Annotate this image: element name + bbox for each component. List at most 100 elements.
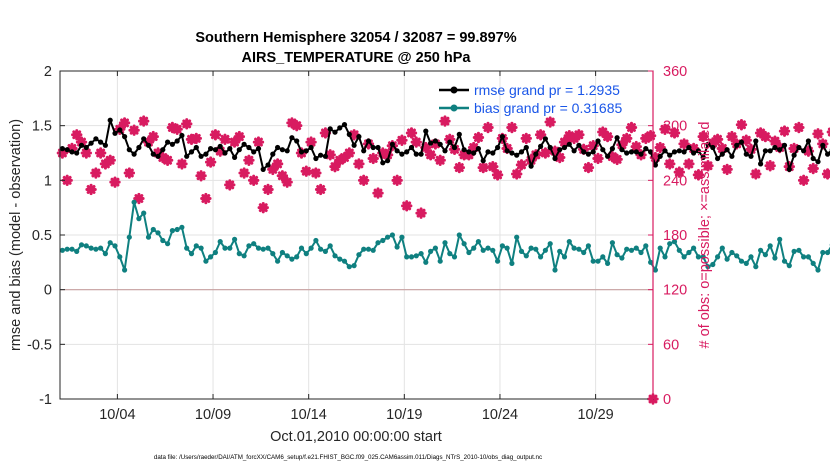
rmse-point — [375, 145, 380, 150]
rmse-point — [189, 149, 194, 154]
rmse-point — [825, 152, 830, 157]
obs-marker — [273, 160, 281, 168]
rmse-point — [112, 131, 117, 136]
bias-point — [686, 250, 691, 255]
bias-point — [265, 246, 270, 251]
rmse-point — [543, 136, 548, 141]
obs-marker — [441, 117, 449, 125]
bias-point — [567, 239, 572, 244]
bias-point — [438, 259, 443, 264]
bias-point — [691, 246, 696, 251]
bias-point — [772, 255, 777, 260]
obs-marker — [493, 171, 501, 179]
rmse-point — [313, 156, 318, 161]
rmse-point — [84, 145, 89, 150]
rmse-point — [658, 154, 663, 159]
rmse-point — [538, 144, 543, 149]
bias-point — [155, 230, 160, 235]
bias-point — [208, 254, 213, 259]
bias-point — [715, 254, 720, 259]
bias-point — [548, 241, 553, 246]
bias-point — [600, 254, 605, 259]
bias-point — [356, 252, 361, 257]
bias-point — [811, 261, 816, 266]
rmse-point — [170, 142, 175, 147]
bias-point — [634, 246, 639, 251]
obs-marker — [235, 132, 243, 140]
obs-marker — [752, 170, 760, 178]
bias-point — [304, 251, 309, 256]
rmse-point — [471, 150, 476, 155]
bias-point — [495, 259, 500, 264]
left-y-tick-label: 0 — [44, 283, 52, 299]
obs-marker — [407, 129, 415, 137]
bias-point — [127, 235, 132, 240]
bias-point — [275, 259, 280, 264]
bias-point — [619, 255, 624, 260]
bias-point — [285, 253, 290, 258]
rmse-point — [366, 138, 371, 143]
bias-point — [232, 237, 237, 242]
obs-marker — [92, 169, 100, 177]
obs-marker — [517, 161, 525, 169]
rmse-point — [758, 161, 763, 166]
obs-marker — [823, 170, 830, 178]
bias-point — [65, 247, 70, 252]
bias-point — [342, 259, 347, 264]
rmse-point — [586, 152, 591, 157]
bias-point — [815, 267, 820, 272]
obs-marker — [192, 134, 200, 142]
obs-marker — [345, 149, 353, 157]
rmse-point — [729, 154, 734, 159]
rmse-point — [638, 152, 643, 157]
obs-marker — [249, 176, 257, 184]
bias-point — [213, 250, 218, 255]
obs-marker — [780, 127, 788, 135]
bias-point — [505, 246, 510, 251]
bias-point — [93, 247, 98, 252]
bias-point — [328, 243, 333, 248]
obs-marker — [183, 120, 191, 128]
obs-marker — [474, 133, 482, 141]
rmse-point — [801, 148, 806, 153]
bias-point — [591, 259, 596, 264]
rmse-point — [433, 138, 438, 143]
obs-marker — [541, 149, 549, 157]
obs-marker — [479, 163, 487, 171]
bias-point — [251, 241, 256, 246]
rmse-point — [318, 153, 323, 158]
obs-marker — [106, 156, 114, 164]
rmse-point — [179, 133, 184, 138]
bias-point — [801, 254, 806, 259]
bias-point — [744, 261, 749, 266]
rmse-point — [89, 141, 94, 146]
rmse-point — [576, 143, 581, 148]
bias-point — [428, 249, 433, 254]
obs-marker — [173, 125, 181, 133]
legend-bias-marker — [451, 105, 458, 112]
bias-point — [132, 200, 137, 205]
bias-point — [514, 235, 519, 240]
bias-point — [658, 246, 663, 251]
rmse-point — [820, 143, 825, 148]
rmse-point — [500, 134, 505, 139]
rmse-point — [261, 167, 266, 172]
rmse-point — [466, 149, 471, 154]
rmse-point — [414, 152, 419, 157]
bias-point — [175, 227, 180, 232]
rmse-point — [409, 145, 414, 150]
obs-marker — [254, 138, 262, 146]
rmse-point — [748, 154, 753, 159]
bias-point — [433, 246, 438, 251]
rmse-point — [203, 152, 208, 157]
right-y-tick-label: 180 — [663, 228, 687, 244]
rmse-point — [419, 152, 424, 157]
bias-point — [682, 254, 687, 259]
rmse-point — [615, 135, 620, 140]
rmse-point — [572, 148, 577, 153]
obs-marker — [120, 119, 128, 127]
bias-point — [605, 261, 610, 266]
bias-point — [151, 227, 156, 232]
bias-point — [739, 259, 744, 264]
rmse-point — [768, 148, 773, 153]
